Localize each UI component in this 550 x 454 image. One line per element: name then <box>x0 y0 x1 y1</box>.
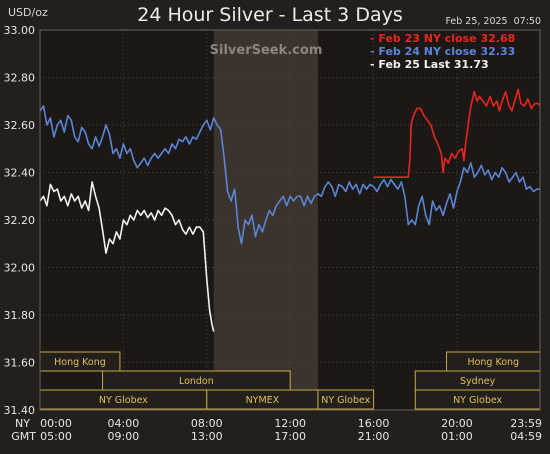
session-label: Sydney <box>460 376 496 387</box>
y-tick-label: 31.60 <box>4 357 36 370</box>
session-box <box>317 389 375 410</box>
x-tick-gmt: 05:00 <box>40 430 72 443</box>
y-tick-label: 32.60 <box>4 119 36 132</box>
series-lines <box>39 88 541 332</box>
y-tick-label: 31.40 <box>4 404 36 417</box>
x-tick-gmt: 04:59 <box>510 430 542 443</box>
session-label: NYMEX <box>246 395 280 406</box>
session-label: London <box>179 376 214 387</box>
plot-border <box>39 29 541 411</box>
x-tick-gmt: 21:00 <box>358 430 390 443</box>
x-tick-ny: 16:00 <box>358 417 390 430</box>
legend: - Feb 23 NY close 32.68- Feb 24 NY close… <box>370 32 515 71</box>
x-tick-ny: 04:00 <box>108 417 140 430</box>
x-tick-ny: 08:00 <box>191 417 223 430</box>
x-tick-ny: 23:59 <box>510 417 542 430</box>
x-tick-ny: 00:00 <box>40 417 72 430</box>
x-tick-gmt: 17:00 <box>274 430 306 443</box>
legend-item: - Feb 24 NY close 32.33 <box>370 45 515 58</box>
legend-item: - Feb 23 NY close 32.68 <box>370 32 515 45</box>
session-label: NY Globex <box>453 395 502 406</box>
session-label: Hong Kong <box>54 357 106 368</box>
x-prefix-gmt: GMT <box>11 430 36 443</box>
y-tick-label: 31.80 <box>4 309 36 322</box>
series-line-0 <box>373 88 541 178</box>
watermark: SilverSeek.com <box>210 43 323 58</box>
legend-item: - Feb 25 Last 31.73 <box>370 58 489 71</box>
x-tick-ny: 20:00 <box>441 417 473 430</box>
x-tick-gmt: 01:00 <box>441 430 473 443</box>
y-tick-label: 32.20 <box>4 214 36 227</box>
chart-title: 24 Hour Silver - Last 3 Days <box>137 4 402 26</box>
timestamp: Feb 25, 2025 07:50 <box>445 16 541 27</box>
unit-label: USD/oz <box>8 6 48 19</box>
y-tick-label: 32.80 <box>4 72 36 85</box>
session-label: NY Globex <box>321 395 370 406</box>
y-axis-ticks: 33.00 32.80 32.60 32.40 32.20 32.00 31.80 31.60… <box>4 24 36 417</box>
session-label: NY Globex <box>99 395 148 406</box>
x-tick-ny: 12:00 <box>274 417 306 430</box>
y-tick-label: 32.00 <box>4 262 36 275</box>
series-line-1 <box>39 105 540 245</box>
x-prefix-ny: NY <box>15 417 30 430</box>
series-line-2 <box>39 181 215 332</box>
session-label: Hong Kong <box>467 357 519 368</box>
x-tick-gmt: 09:00 <box>108 430 140 443</box>
y-tick-label: 33.00 <box>4 24 36 37</box>
x-tick-gmt: 13:00 <box>191 430 223 443</box>
y-tick-label: 32.40 <box>4 167 36 180</box>
